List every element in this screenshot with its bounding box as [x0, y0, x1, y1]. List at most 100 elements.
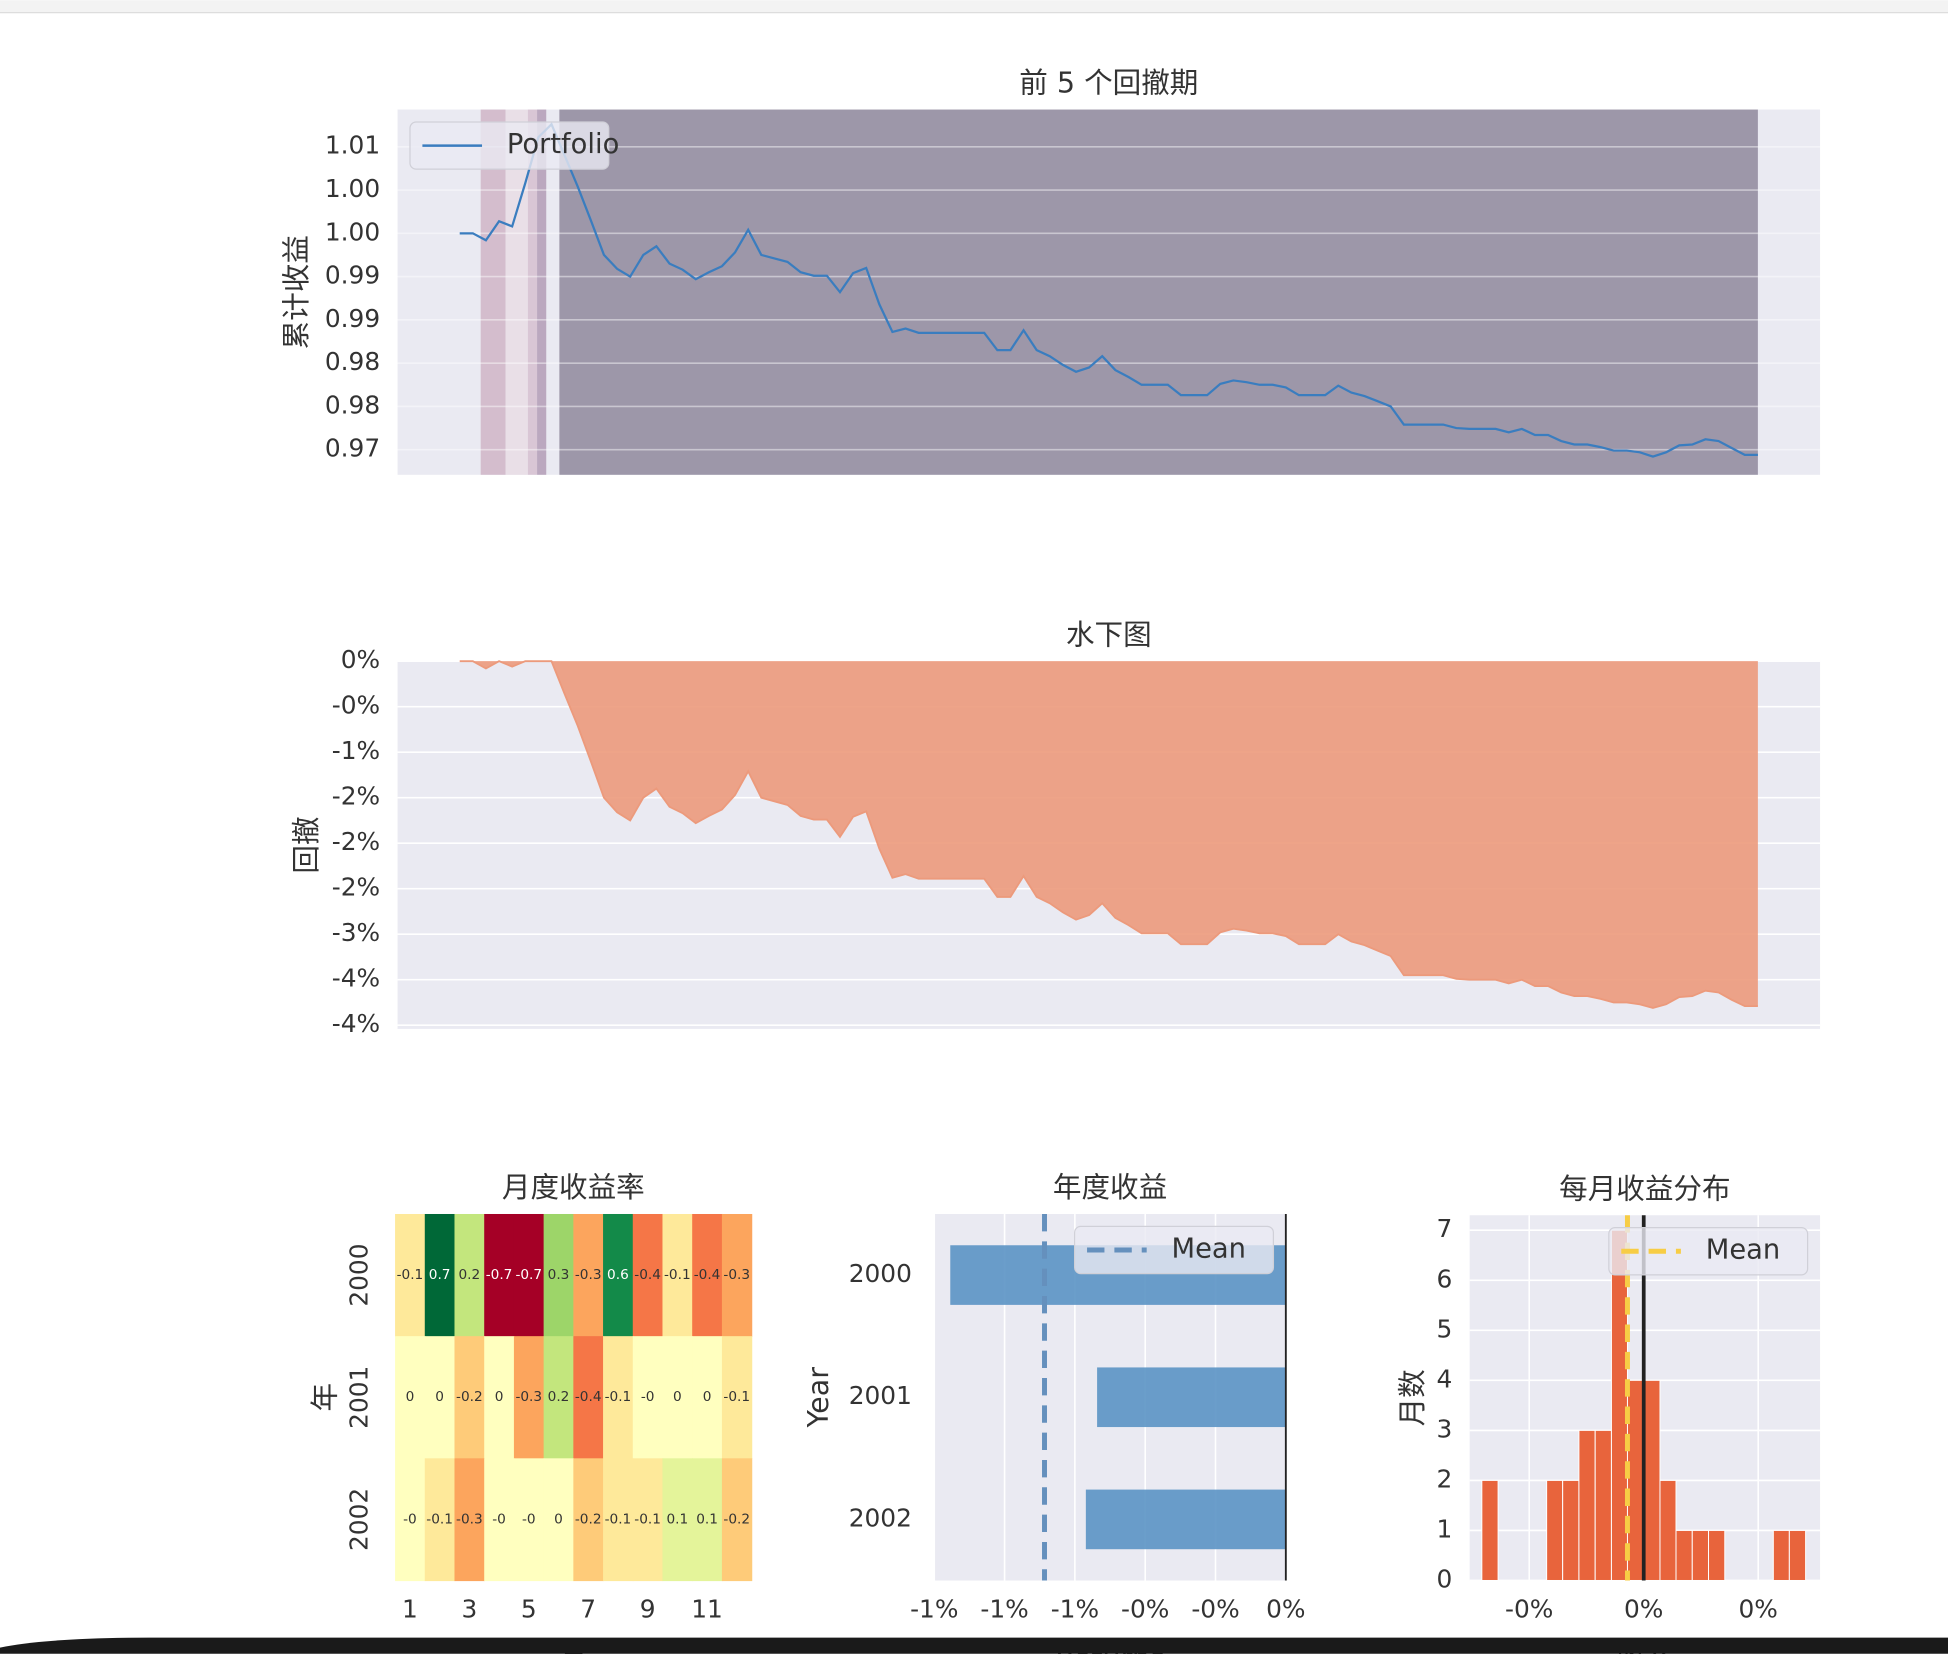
- cell-label: 0.1: [666, 1511, 688, 1527]
- heatmap-cell: [513, 1458, 545, 1582]
- cell-label: -0.3: [575, 1267, 602, 1283]
- cell-label: -0.3: [515, 1389, 542, 1405]
- y-tick-label: 5: [1437, 1314, 1453, 1343]
- cell-label: 0: [554, 1511, 563, 1527]
- legend-label: Portfolio: [507, 129, 619, 160]
- cell-label: -0.4: [634, 1267, 661, 1283]
- heatmap-cell: [424, 1458, 456, 1582]
- screen-edge: [0, 1637, 1948, 1654]
- drawdown-period: [527, 109, 538, 475]
- x-tick-label: -1%: [1051, 1594, 1099, 1623]
- line-series: [459, 122, 1758, 458]
- cell-label: -0.3: [723, 1267, 750, 1283]
- histogram-bar: [1659, 1479, 1677, 1581]
- x-tick-label: 11: [691, 1594, 723, 1623]
- cell-label: -0.7: [515, 1267, 542, 1283]
- heatmap-cell: [662, 1336, 693, 1459]
- chart-title: 年度收益: [1053, 1170, 1167, 1204]
- y-tick-label: 2002: [849, 1503, 912, 1532]
- y-tick-label: 2001: [849, 1381, 912, 1410]
- x-tick-label: -0%: [1191, 1594, 1239, 1623]
- heatmap-cell: [721, 1336, 753, 1459]
- x-tick-label: 1: [402, 1594, 418, 1623]
- heatmap-cell: [632, 1336, 664, 1459]
- cell-label: -0.3: [456, 1511, 483, 1527]
- heatmap-cell: [662, 1458, 693, 1582]
- legend-label: Mean: [1172, 1234, 1246, 1265]
- chart-title: 月度收益率: [502, 1170, 645, 1204]
- cell-label: -0.1: [723, 1389, 750, 1405]
- cell-label: -0.2: [723, 1511, 750, 1527]
- heatmap-cell: [513, 1213, 545, 1337]
- x-tick-label: 0%: [1739, 1594, 1778, 1623]
- cell-label: -0.2: [456, 1389, 483, 1405]
- cell-label: 0: [673, 1389, 682, 1405]
- y-tick-label: 1.00: [325, 217, 380, 246]
- y-tick-label: -0%: [332, 691, 380, 720]
- cell-label: -0: [522, 1511, 536, 1527]
- heatmap-cell: [395, 1213, 426, 1337]
- heatmap-cell: [484, 1458, 515, 1582]
- cell-label: 0: [495, 1389, 504, 1405]
- bar: [1097, 1367, 1286, 1428]
- drawdown-period: [480, 109, 506, 475]
- x-tick-label: 0%: [1624, 1594, 1663, 1623]
- cell-label: -0.4: [694, 1267, 721, 1283]
- legend-label: Mean: [1706, 1235, 1780, 1266]
- heatmap-cell: [721, 1213, 753, 1337]
- heatmap-cell: [395, 1458, 426, 1582]
- cell-label: -0: [641, 1389, 655, 1405]
- heatmap-cell: [513, 1336, 545, 1459]
- chart-title: 前 5 个回撤期: [1019, 66, 1198, 100]
- legend-box: [1608, 1227, 1809, 1276]
- heatmap-cell: [543, 1213, 574, 1337]
- histogram-bar: [1772, 1529, 1790, 1581]
- y-tick-label: 2001: [344, 1366, 373, 1429]
- cell-label: -0.2: [575, 1511, 602, 1527]
- y-axis-label: 月数: [1395, 1369, 1429, 1426]
- cell-label: 0.2: [458, 1267, 480, 1283]
- histogram-bar: [1578, 1429, 1596, 1581]
- heatmap-cell: [543, 1336, 574, 1459]
- heatmap-cell: [454, 1336, 485, 1459]
- y-tick-label: 0.97: [325, 434, 380, 463]
- heatmap-cell: [603, 1458, 634, 1582]
- histogram-bar: [1481, 1479, 1499, 1581]
- cell-label: 0: [703, 1389, 712, 1405]
- y-tick-label: 3: [1437, 1414, 1453, 1443]
- y-tick-label: 7: [1437, 1214, 1453, 1243]
- bar: [1085, 1489, 1286, 1550]
- y-tick-label: 1.01: [325, 131, 380, 160]
- heatmap-cell: [692, 1213, 723, 1337]
- cell-label: -0.1: [605, 1389, 632, 1405]
- cell-label: -0.1: [664, 1267, 691, 1283]
- cell-label: -0: [492, 1511, 506, 1527]
- y-axis-label: 年: [308, 1383, 342, 1412]
- x-tick-label: -1%: [910, 1594, 958, 1623]
- y-tick-label: -1%: [332, 736, 380, 765]
- cell-label: 0: [435, 1389, 444, 1405]
- drawdown-period: [559, 109, 1758, 475]
- y-tick-label: 0: [1437, 1564, 1453, 1593]
- heatmap-cell: [573, 1336, 604, 1459]
- y-axis-label: 回撤: [289, 816, 323, 873]
- x-tick-label: 0%: [1266, 1594, 1305, 1623]
- area-edge: [459, 660, 1758, 1009]
- cell-label: 0.7: [429, 1267, 451, 1283]
- heatmap-cell: [603, 1336, 634, 1459]
- cell-label: -0.1: [605, 1511, 632, 1527]
- y-tick-label: -2%: [332, 827, 380, 856]
- histogram-bar: [1691, 1529, 1710, 1581]
- heatmap-cell: [573, 1213, 604, 1337]
- drawdown-period: [505, 109, 528, 475]
- y-tick-label: 1.00: [325, 174, 380, 203]
- heatmap-cell: [484, 1336, 515, 1459]
- window-top-bar: [0, 0, 1948, 13]
- x-tick-label: 3: [461, 1594, 477, 1623]
- heatmap-cell: [573, 1458, 604, 1582]
- cell-label: -0: [403, 1511, 417, 1527]
- heatmap-cell: [395, 1336, 426, 1459]
- x-tick-label: -0%: [1505, 1594, 1553, 1623]
